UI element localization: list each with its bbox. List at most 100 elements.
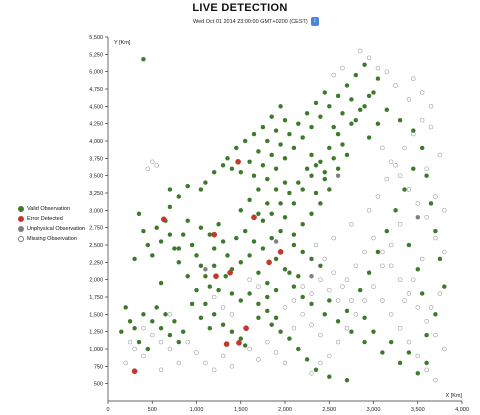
data-point bbox=[419, 145, 425, 151]
data-point bbox=[424, 319, 429, 324]
data-point bbox=[371, 235, 376, 241]
data-point bbox=[357, 107, 363, 113]
y-tick-label: 4,500 bbox=[89, 104, 103, 110]
data-point bbox=[229, 312, 235, 317]
data-point bbox=[366, 208, 372, 213]
data-point bbox=[256, 357, 261, 362]
data-point bbox=[234, 145, 239, 151]
data-point bbox=[185, 183, 190, 189]
data-point bbox=[304, 166, 310, 171]
data-point bbox=[309, 273, 314, 279]
data-point bbox=[216, 287, 221, 293]
data-point bbox=[362, 339, 367, 345]
data-point bbox=[282, 215, 288, 220]
y-tick-label: 3,000 bbox=[89, 208, 103, 214]
data-point bbox=[265, 280, 270, 286]
data-point bbox=[229, 329, 235, 334]
data-point bbox=[437, 291, 443, 296]
data-point bbox=[273, 350, 279, 355]
data-point bbox=[428, 124, 434, 130]
data-point bbox=[349, 97, 354, 102]
data-point bbox=[340, 111, 345, 116]
data-point bbox=[357, 287, 363, 293]
data-point bbox=[424, 173, 429, 178]
data-point bbox=[194, 350, 199, 355]
data-point bbox=[362, 315, 367, 321]
data-point bbox=[287, 131, 292, 137]
y-tick-label: 2,500 bbox=[89, 243, 103, 249]
data-point bbox=[198, 187, 204, 192]
chevron-updown-icon[interactable]: ↕ bbox=[310, 17, 319, 26]
legend-item: Valid Observation bbox=[18, 204, 85, 214]
data-point bbox=[185, 339, 190, 345]
data-point bbox=[256, 211, 261, 217]
data-point bbox=[380, 249, 385, 255]
legend-label: Error Detected bbox=[27, 216, 63, 222]
x-tick-label: 0 bbox=[106, 407, 109, 413]
data-point bbox=[344, 277, 350, 282]
data-point bbox=[397, 277, 403, 282]
data-point bbox=[150, 253, 155, 258]
data-point bbox=[172, 246, 177, 251]
data-point bbox=[278, 142, 283, 147]
data-point bbox=[419, 90, 425, 95]
data-point bbox=[428, 104, 434, 109]
data-point bbox=[242, 228, 248, 234]
data-point bbox=[265, 339, 270, 345]
data-point bbox=[371, 284, 376, 289]
data-point bbox=[402, 145, 407, 151]
data-point bbox=[119, 329, 124, 334]
data-point bbox=[327, 287, 332, 293]
data-point bbox=[384, 107, 390, 113]
data-point bbox=[203, 180, 208, 185]
data-point bbox=[300, 187, 305, 192]
data-point bbox=[424, 367, 429, 373]
data-point bbox=[335, 173, 341, 178]
legend: Valid Observation Error Detected Unphysica… bbox=[18, 204, 85, 244]
data-point bbox=[291, 145, 297, 151]
data-point bbox=[331, 235, 336, 241]
data-point bbox=[238, 298, 244, 303]
legend-dot-icon bbox=[18, 236, 24, 242]
data-point bbox=[167, 312, 173, 317]
data-point bbox=[223, 273, 228, 279]
data-point bbox=[273, 187, 279, 192]
data-point bbox=[380, 263, 385, 269]
data-point bbox=[273, 239, 279, 244]
data-point bbox=[211, 294, 217, 300]
date-select[interactable]: Wed Oct 01 2014 23:00:00 GMT+0200 (CEST)… bbox=[190, 16, 319, 27]
x-tick-label: 3,500 bbox=[411, 407, 425, 413]
data-point bbox=[247, 253, 252, 258]
data-point bbox=[309, 301, 314, 307]
data-point bbox=[278, 104, 283, 109]
y-tick-label: 4,750 bbox=[89, 87, 103, 93]
data-point bbox=[227, 269, 233, 276]
data-point bbox=[397, 117, 403, 123]
data-point bbox=[424, 360, 429, 366]
data-point bbox=[380, 350, 385, 355]
data-point bbox=[160, 216, 167, 223]
data-point bbox=[158, 325, 164, 331]
data-point bbox=[322, 90, 328, 95]
data-point bbox=[154, 305, 159, 310]
data-point bbox=[291, 232, 297, 237]
data-point bbox=[242, 138, 248, 144]
data-point bbox=[411, 277, 416, 282]
data-point bbox=[229, 291, 235, 296]
data-point bbox=[176, 339, 182, 345]
data-point bbox=[406, 350, 412, 355]
data-point bbox=[273, 128, 279, 133]
data-point bbox=[366, 93, 372, 99]
data-point bbox=[375, 194, 381, 199]
data-point bbox=[265, 138, 270, 144]
data-point bbox=[211, 246, 217, 251]
legend-dot-icon bbox=[18, 226, 24, 232]
data-point bbox=[167, 332, 173, 338]
data-point bbox=[198, 315, 204, 321]
data-point bbox=[180, 329, 186, 334]
data-point bbox=[220, 322, 226, 327]
legend-label: Valid Observation bbox=[27, 206, 71, 212]
data-point bbox=[207, 325, 213, 331]
data-point bbox=[331, 270, 336, 275]
data-point bbox=[318, 277, 323, 282]
